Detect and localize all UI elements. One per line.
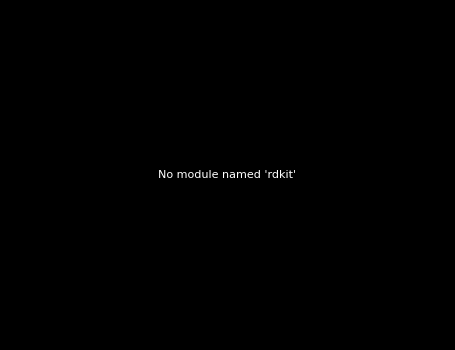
Text: No module named 'rdkit': No module named 'rdkit' xyxy=(158,170,297,180)
